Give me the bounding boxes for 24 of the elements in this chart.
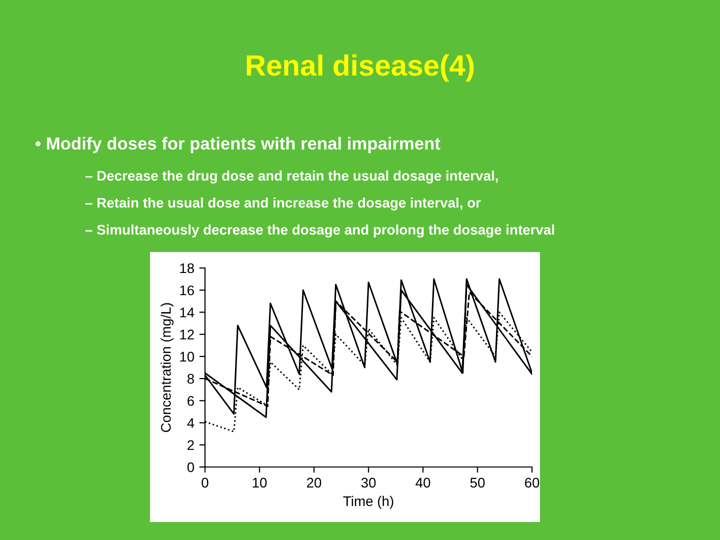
y-tick-label: 14: [180, 308, 194, 318]
x-tick-label: 30: [361, 478, 376, 488]
y-tick-label: 4: [187, 418, 194, 428]
y-tick-label: 0: [187, 462, 194, 472]
y-tick-label: 6: [188, 396, 194, 406]
y-tick-label: 2: [188, 440, 194, 450]
text: – Retain the usual dose and increase the dosage interval, or: [85, 197, 481, 211]
y-tick-label: 18: [180, 263, 194, 274]
y-tick-label: 10: [180, 352, 194, 362]
x-axis-title: Time (h): [343, 496, 394, 509]
y-tick-label: 12: [180, 330, 194, 340]
x-tick-label: 0: [202, 478, 208, 488]
y-axis-title: Concentration (mg/L): [160, 303, 174, 432]
x-tick-label: 40: [416, 478, 430, 488]
x-tick-label: 50: [470, 478, 485, 488]
y-tick-label: 8: [187, 374, 194, 384]
text: – Simultaneously decrease the dosage and prolong the dosage interval: [85, 224, 554, 238]
chart-title: Renal disease(4): [246, 54, 474, 82]
text: – Decrease the drug dose and retain the usual dosage interval,: [85, 170, 498, 184]
y-tick-label: 16: [180, 285, 194, 296]
x-tick-label: 60: [524, 478, 540, 488]
x-tick-label: 20: [306, 478, 322, 488]
text: • Modify doses for patients with renal impairment: [36, 136, 440, 154]
x-tick-label: 10: [252, 478, 267, 488]
